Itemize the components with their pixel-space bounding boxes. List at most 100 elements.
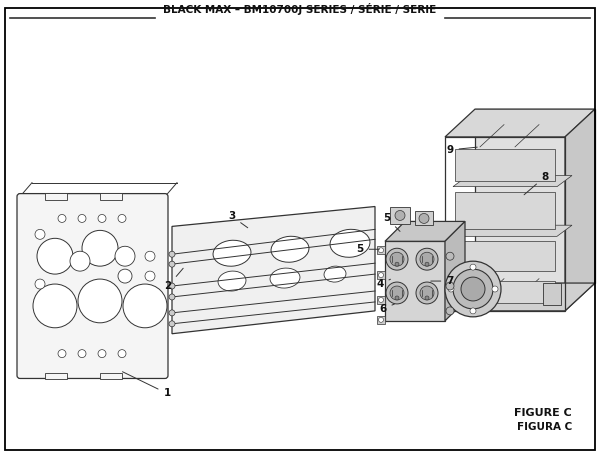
Circle shape [118,214,126,222]
Circle shape [416,282,438,304]
Circle shape [118,269,132,283]
Ellipse shape [330,229,370,257]
Circle shape [35,279,45,289]
Circle shape [169,261,175,267]
Text: 2: 2 [164,268,183,291]
Circle shape [115,246,135,266]
Circle shape [169,321,175,327]
Bar [455,281,555,303]
Bar [543,283,561,305]
Circle shape [379,248,383,253]
Circle shape [82,230,118,266]
Bar [455,149,555,181]
Circle shape [123,284,167,328]
Bar [415,212,433,225]
Polygon shape [385,222,465,241]
Circle shape [78,279,122,323]
Circle shape [425,262,429,266]
Circle shape [386,282,408,304]
Text: 3: 3 [229,212,248,228]
Bar [455,192,555,229]
Circle shape [461,277,485,301]
Circle shape [169,310,175,316]
Circle shape [35,229,45,239]
Circle shape [390,252,404,266]
Bar [377,246,385,254]
Circle shape [470,308,476,314]
Circle shape [169,251,175,257]
Circle shape [379,298,383,303]
Circle shape [492,286,498,292]
Bar [390,207,410,224]
Text: 8: 8 [524,172,548,195]
Text: FIGURA C: FIGURA C [517,422,572,432]
Polygon shape [475,109,595,283]
Bar [100,373,122,379]
Ellipse shape [324,266,346,282]
Circle shape [70,251,90,271]
Circle shape [118,349,126,358]
Polygon shape [20,197,165,375]
Polygon shape [453,176,572,187]
Circle shape [446,307,454,315]
Text: BLACK MAX – BM10700J SERIES / SÉRIE / SERIE: BLACK MAX – BM10700J SERIES / SÉRIE / SE… [163,3,437,15]
Text: 1: 1 [122,372,170,399]
Circle shape [446,252,454,260]
Circle shape [37,238,73,274]
Polygon shape [445,283,595,311]
Circle shape [390,286,404,300]
Bar [377,296,385,304]
Circle shape [379,317,383,322]
Circle shape [395,296,399,300]
Bar [445,137,565,311]
Circle shape [169,294,175,300]
Ellipse shape [218,271,246,291]
Circle shape [395,211,405,220]
Circle shape [395,262,399,266]
Circle shape [448,286,454,292]
Text: 4: 4 [376,279,391,289]
Polygon shape [385,241,445,321]
Ellipse shape [213,240,251,266]
FancyBboxPatch shape [17,193,168,379]
Text: 7: 7 [431,276,454,286]
Circle shape [425,296,429,300]
Bar [377,316,385,324]
Circle shape [98,214,106,222]
Circle shape [33,284,77,328]
Circle shape [419,213,429,223]
Circle shape [98,349,106,358]
Ellipse shape [271,236,309,262]
Circle shape [58,214,66,222]
Circle shape [58,349,66,358]
Bar [455,241,555,271]
Bar [377,271,385,279]
Polygon shape [172,207,375,334]
Polygon shape [453,225,572,236]
Circle shape [446,282,454,290]
Bar [45,373,67,379]
Circle shape [386,248,408,270]
Text: 6: 6 [379,304,394,314]
Circle shape [379,273,383,278]
Polygon shape [565,109,595,311]
Ellipse shape [270,268,300,288]
Circle shape [145,251,155,261]
Polygon shape [445,222,465,321]
Circle shape [78,349,86,358]
Circle shape [420,286,434,300]
Circle shape [78,214,86,222]
Circle shape [453,269,493,309]
Text: 9: 9 [446,145,477,155]
Text: 5: 5 [383,213,400,232]
Circle shape [169,283,175,289]
Text: 5: 5 [356,244,379,254]
Circle shape [416,248,438,270]
Bar [45,192,67,200]
Circle shape [445,261,501,317]
Circle shape [145,271,155,281]
Circle shape [420,252,434,266]
Circle shape [470,264,476,270]
Text: FIGURE C: FIGURE C [514,408,572,418]
Polygon shape [445,109,595,137]
